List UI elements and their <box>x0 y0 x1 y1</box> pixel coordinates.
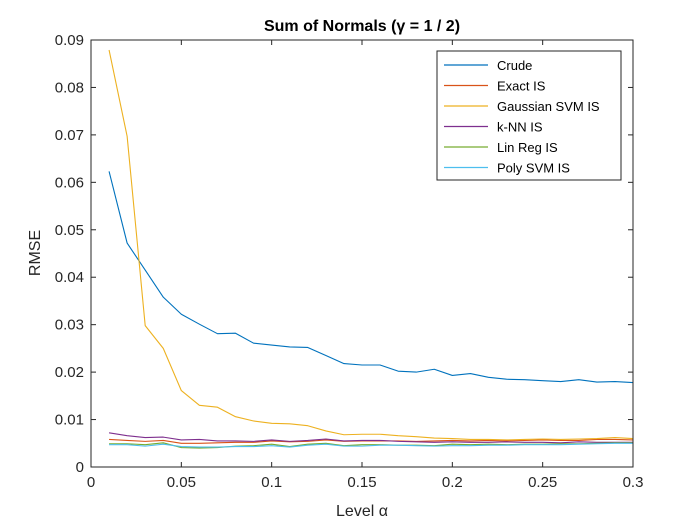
series-line-k-nn-is <box>108 432 633 444</box>
y-tick-label: 0 <box>76 459 84 476</box>
y-tick-label: 0.07 <box>55 127 84 144</box>
y-tick-label: 0.01 <box>55 412 84 429</box>
x-tick-label: 0.05 <box>167 474 196 491</box>
y-tick-label: 0.06 <box>55 174 84 191</box>
legend-entry: k-NN IS <box>497 120 543 135</box>
y-tick-label: 0.05 <box>55 222 84 239</box>
legend-entry: Exact IS <box>497 79 546 94</box>
y-tick-label: 0.09 <box>55 32 84 49</box>
axes-layer: 0 0.05 0.1 0.15 0.2 0.25 0.3 0 0.01 0.02 0.03 0.04 0… <box>55 32 644 491</box>
legend-box <box>436 50 622 181</box>
chart-title: Sum of Normals (γ = 1 / 2) <box>264 18 460 35</box>
x-tick-label: 0.25 <box>528 474 557 491</box>
x-tick-label: 0.2 <box>442 474 463 491</box>
x-tick-label: 0.3 <box>623 474 644 491</box>
series-line-gaussian-svm-is <box>108 49 634 441</box>
legend-entry: Crude <box>497 58 532 73</box>
y-tick-label: 0.04 <box>55 269 84 286</box>
y-tick-label: 0.03 <box>55 317 84 334</box>
legend: Crude Exact IS Gaussian SVM IS k-NN IS Lin R… <box>436 50 622 181</box>
y-tick-label: 0.08 <box>55 79 84 96</box>
y-axis-label: RMSE <box>27 230 44 276</box>
legend-entry: Gaussian SVM IS <box>497 99 600 114</box>
x-tick-label: 0 <box>87 474 95 491</box>
x-tick-label: 0.15 <box>347 474 376 491</box>
series-line-crude <box>108 171 634 384</box>
series-layer <box>108 49 634 449</box>
series-line-poly-svm-is <box>109 442 633 448</box>
y-tick-label: 0.02 <box>55 364 84 381</box>
x-tick-label: 0.1 <box>261 474 282 491</box>
legend-entry: Lin Reg IS <box>497 140 558 155</box>
legend-entry: Poly SVM IS <box>497 161 570 176</box>
x-axis-label: Level α <box>336 503 388 520</box>
